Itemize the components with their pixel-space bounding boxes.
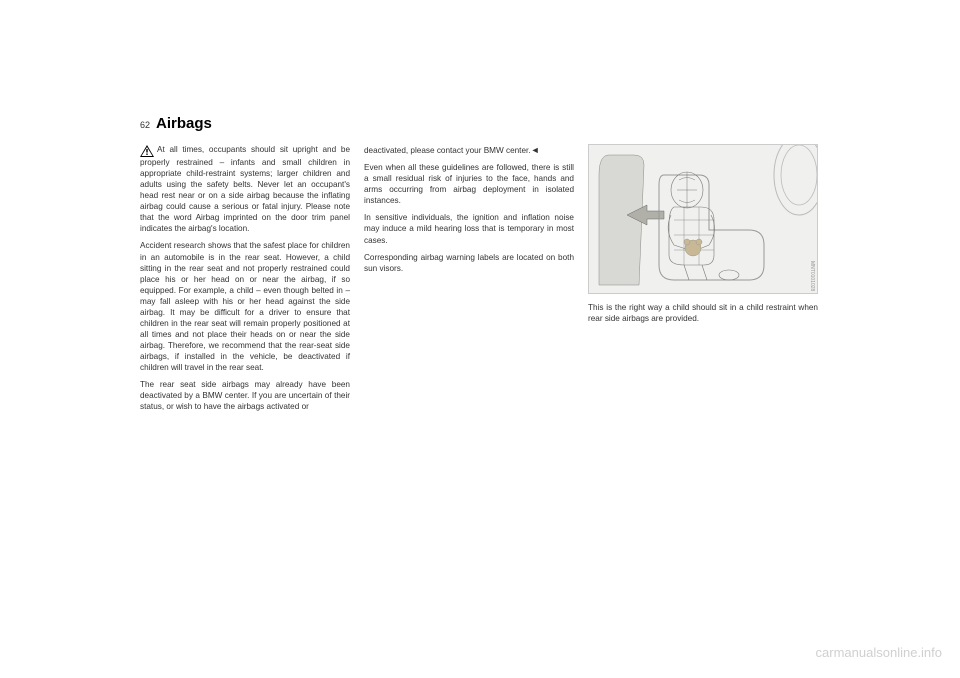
col2-para-1: deactivated, please contact your BMW cen… <box>364 144 574 156</box>
col2-para-4: Corresponding airbag warning labels are … <box>364 252 574 274</box>
illustration-code: MNT0101028 <box>808 261 815 291</box>
column-3: MNT0101028 This is the right way a child… <box>588 144 818 418</box>
column-2: deactivated, please contact your BMW cen… <box>364 144 574 418</box>
warning-paragraph: At all times, occupants should sit uprig… <box>140 144 350 234</box>
page-number: 62 <box>140 120 150 130</box>
warning-icon <box>140 145 154 157</box>
warning-text: At all times, occupants should sit uprig… <box>140 145 350 233</box>
col1-para-1: Accident research shows that the safest … <box>140 240 350 373</box>
column-1: At all times, occupants should sit uprig… <box>140 144 350 418</box>
col1-para-2: The rear seat side airbags may already h… <box>140 379 350 412</box>
content-columns: At all times, occupants should sit uprig… <box>140 144 840 418</box>
page-title: Airbags <box>156 115 212 132</box>
manual-page: 62 Airbags At all times, occupants shoul… <box>140 115 840 418</box>
col2-para-3: In sensitive individuals, the ignition a… <box>364 212 574 245</box>
watermark: carmanualsonline.info <box>816 645 942 660</box>
end-arrow-icon: ◄ <box>531 145 540 155</box>
child-seat-illustration: MNT0101028 <box>588 144 818 294</box>
col2-para-2: Even when all these guidelines are follo… <box>364 162 574 206</box>
illustration-caption: This is the right way a child should sit… <box>588 302 818 324</box>
page-header: 62 Airbags <box>140 115 840 132</box>
